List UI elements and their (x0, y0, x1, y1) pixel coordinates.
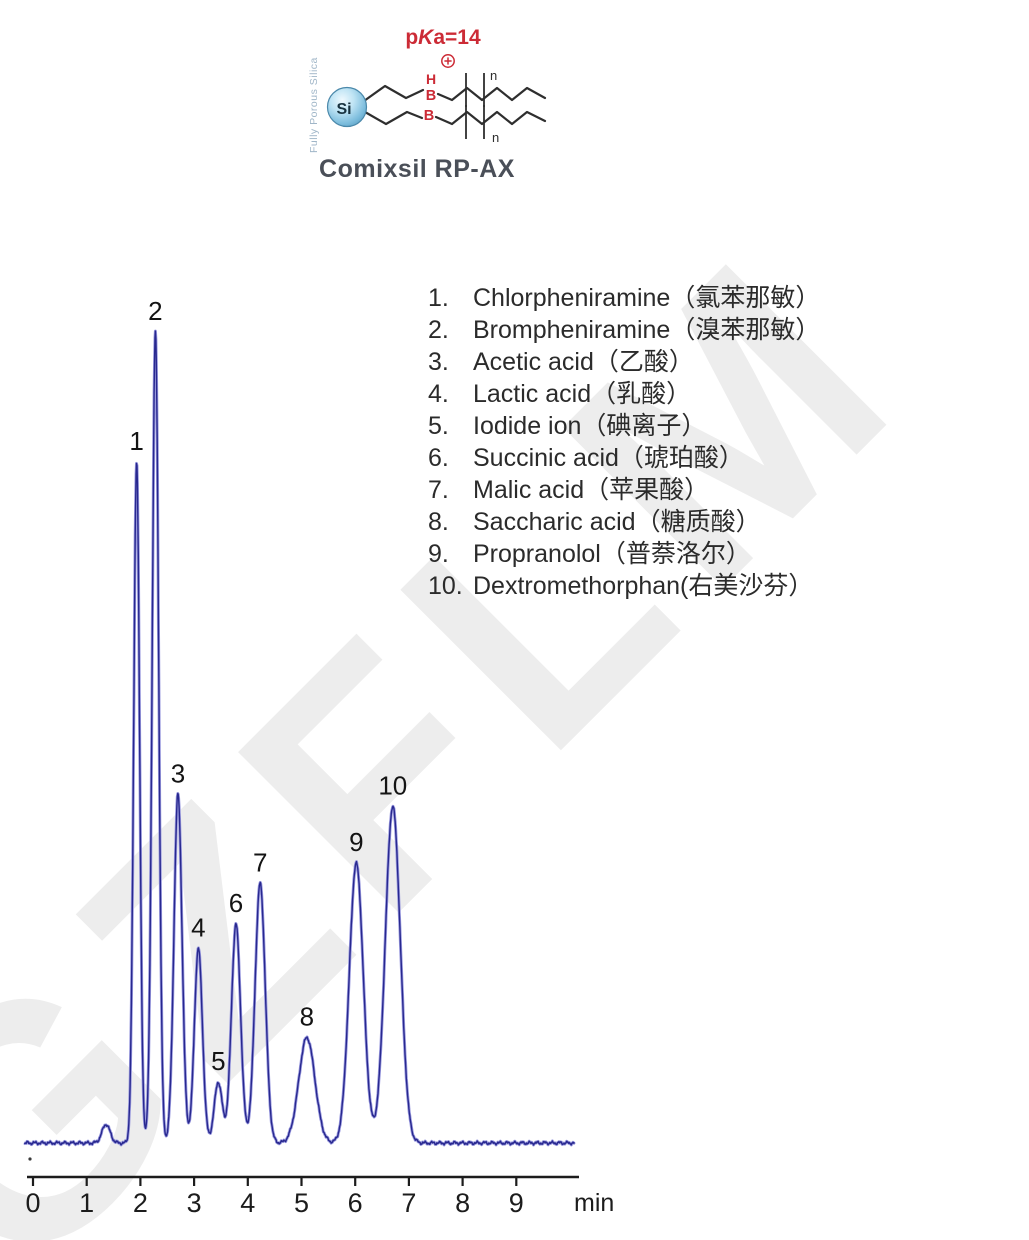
legend-list: 1. Chlorpheniramine（氯苯那敏） 2. Brompheniramin… (428, 282, 820, 602)
x-axis-tick-labels: 0 1 2 3 4 5 6 7 8 9 (25, 1188, 523, 1218)
legend-item-number: 3. (428, 348, 449, 376)
legend-item-name: Brompheniramine（溴苯那敏） (473, 316, 821, 344)
legend-item-number: 5. (428, 412, 449, 440)
x-axis-tick-label: 4 (240, 1188, 255, 1218)
x-axis-tick-label: 7 (401, 1188, 416, 1218)
peak-label: 4 (191, 912, 205, 942)
chromatogram-trace (23, 330, 575, 1146)
legend-item-name: Dextromethorphan(右美沙芬） (473, 572, 814, 600)
legend-item-number: 9. (428, 540, 449, 568)
peak-label: 6 (229, 888, 243, 918)
pka-annotation: pKa=14 (405, 26, 481, 49)
legend-item: 8. Saccharic acid（糖质酸） (428, 506, 820, 538)
legend-item: 9. Propranolol（普萘洛尔） (428, 538, 820, 570)
legend-item-name: Acetic acid（乙酸） (473, 348, 694, 376)
legend-item-name: Iodide ion（碘离子） (473, 412, 707, 440)
column-name-title: Comixsil RP-AX (319, 155, 515, 183)
legend-item: 3. Acetic acid（乙酸） (428, 346, 820, 378)
pka-suffix: a=14 (433, 26, 481, 49)
legend-item-number: 8. (428, 508, 449, 536)
legend-item: 2. Brompheniramine（溴苯那敏） (428, 314, 820, 346)
legend-item-name: Malic acid（苹果酸） (473, 476, 710, 504)
peak-label: 3 (171, 758, 185, 788)
pka-prefix: p (405, 26, 418, 49)
x-axis-tick-label: 8 (455, 1188, 470, 1218)
legend-item-number: 10. (428, 572, 463, 600)
atom-h-label: H (426, 71, 436, 87)
particle-caption: Fully Porous Silica (308, 57, 320, 153)
x-axis: 0 1 2 3 4 5 6 7 8 9 min (25, 1157, 614, 1218)
pka-k: K (418, 26, 435, 49)
peak-label: 8 (300, 1002, 314, 1032)
axis-artifact-dot (28, 1157, 32, 1161)
x-axis-tick-label: 3 (187, 1188, 202, 1218)
bottom-chain-left-bond (363, 110, 424, 126)
top-chain-left-bond (362, 84, 425, 103)
legend-item: 5. Iodide ion（碘离子） (428, 410, 820, 442)
repeat-n-bottom: n (492, 130, 499, 145)
peak-label: 7 (253, 848, 267, 878)
top-chain-right-bond (436, 86, 547, 102)
legend-item-number: 7. (428, 476, 449, 504)
structure-diagram: pKa=14 H B B n n (308, 26, 547, 153)
silica-particle-label: Si (336, 101, 351, 118)
x-axis-tick-label: 5 (294, 1188, 309, 1218)
atom-b-top-label: B (426, 88, 436, 104)
x-axis-ticks (31, 1177, 518, 1186)
silica-particle-icon (326, 86, 368, 128)
legend-item-number: 6. (428, 444, 449, 472)
legend-item: 7. Malic acid（苹果酸） (428, 474, 820, 506)
x-axis-unit-label: min (574, 1189, 614, 1217)
peak-label: 9 (349, 827, 363, 857)
x-axis-tick-label: 0 (25, 1188, 40, 1218)
legend-item: 1. Chlorpheniramine（氯苯那敏） (428, 282, 820, 314)
peak-labels: 1 2 3 4 5 67 8 9 10 (129, 296, 407, 1076)
x-axis-tick-label: 9 (509, 1188, 524, 1218)
repeat-brackets (465, 73, 485, 139)
legend-item-number: 4. (428, 380, 449, 408)
x-axis-tick-label: 1 (79, 1188, 94, 1218)
legend-item-name: Saccharic acid（糖质酸） (473, 508, 761, 536)
legend-item-name: Chlorpheniramine（氯苯那敏） (473, 284, 821, 312)
bottom-chain-right-bond (434, 110, 547, 126)
atom-b-bottom-label: B (424, 108, 434, 124)
legend-item-number: 2. (428, 316, 449, 344)
chromatogram: 1 2 3 4 5 67 8 9 10 (23, 296, 576, 1147)
plus-charge-icon (441, 54, 455, 68)
legend-item-name: Lactic acid（乳酸） (473, 380, 692, 408)
legend-item-name: Succinic acid（琥珀酸） (473, 444, 744, 472)
legend-item-name: Propranolol（普萘洛尔） (473, 540, 751, 568)
x-axis-tick-label: 2 (133, 1188, 148, 1218)
peak-label: 1 (129, 426, 143, 456)
peak-label: 5 (211, 1046, 225, 1076)
legend-item: 10. Dextromethorphan(右美沙芬） (428, 570, 820, 602)
legend-item: 4. Lactic acid（乳酸） (428, 378, 820, 410)
legend-item: 6. Succinic acid（琥珀酸） (428, 442, 820, 474)
repeat-n-top: n (490, 68, 497, 83)
peak-label: 2 (148, 296, 162, 326)
legend-item-number: 1. (428, 284, 449, 312)
x-axis-tick-label: 6 (348, 1188, 363, 1218)
peak-label: 10 (378, 770, 407, 800)
